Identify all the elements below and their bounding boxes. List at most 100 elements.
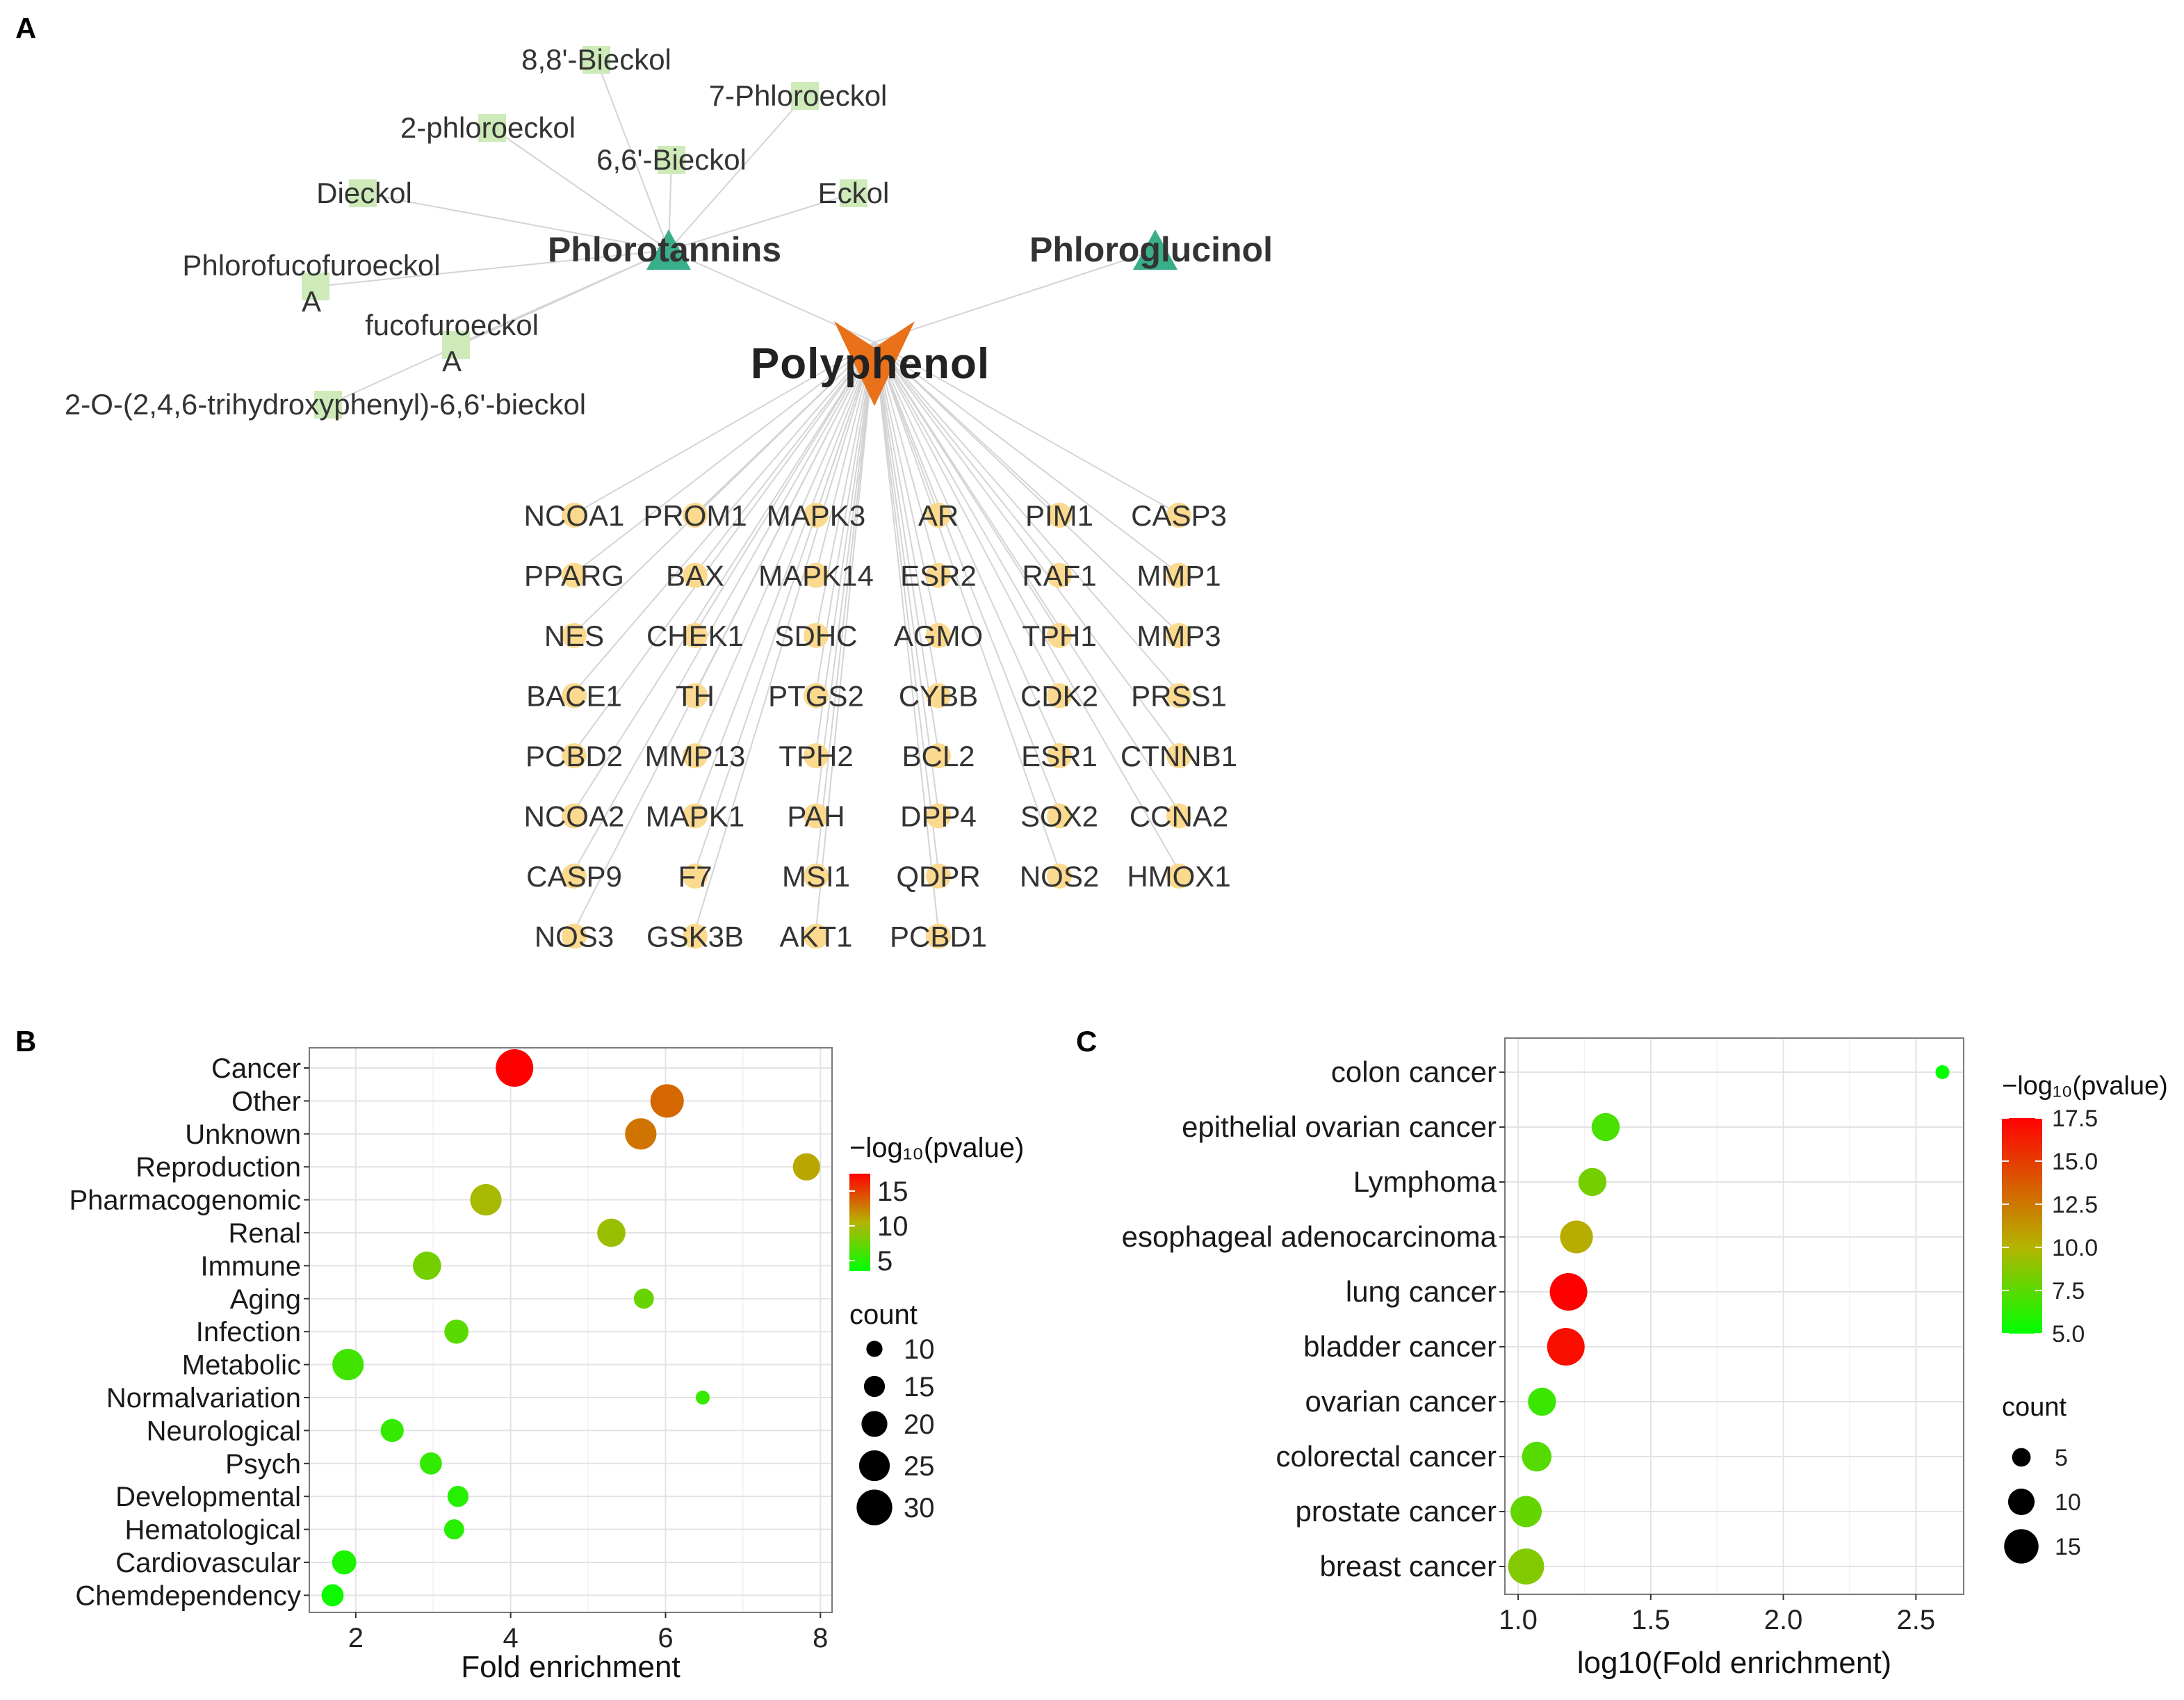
plot-c-colorbar-ticks: 17.5 15.0 12.5 10.0 7.5 5.0 <box>2002 1106 2098 1347</box>
data-point <box>597 1218 626 1247</box>
category-label: esophageal adenocarcinoma <box>1122 1220 1497 1253</box>
plot-b-colorbar-ticks: 15 10 5 <box>849 1176 908 1277</box>
edge-gene <box>874 341 1062 577</box>
edge-gene <box>874 341 1183 697</box>
gene-node <box>562 743 587 768</box>
gene-node <box>562 803 587 829</box>
gene-label: CTNNB1 <box>1120 740 1237 772</box>
edge-gene <box>692 341 875 577</box>
data-point <box>1578 1167 1607 1197</box>
gene-label: MAPK1 <box>646 800 744 833</box>
plot-b-size-legend-title: count <box>849 1300 918 1330</box>
data-point <box>321 1584 344 1607</box>
gene-label: TPH1 <box>1022 620 1096 652</box>
colorbar-tick-label: 5 <box>877 1246 893 1277</box>
compound-label: fucofuroeckol <box>365 309 539 341</box>
edge-group <box>874 250 1156 343</box>
data-point <box>695 1391 710 1404</box>
edge-gene <box>815 341 875 937</box>
data-point <box>1528 1387 1556 1416</box>
edge-gene <box>692 341 875 757</box>
edge-compound <box>668 193 854 251</box>
plot-b-x-ticks: 2 4 6 8 <box>348 1612 828 1653</box>
gene-label: CASP9 <box>526 860 622 893</box>
x-tick-label: 8 <box>813 1623 828 1653</box>
group-label: Phlorotannins <box>548 230 781 269</box>
size-legend-dot <box>2007 1488 2035 1516</box>
gene-node <box>1166 683 1191 709</box>
edge-compound <box>315 250 669 287</box>
data-point <box>332 1550 357 1575</box>
plot-c-background <box>1505 1038 1964 1594</box>
gene-label: MAPK3 <box>767 499 865 532</box>
edge-gene <box>874 341 1183 517</box>
gene-node <box>1047 683 1072 709</box>
x-tick-label: 1.5 <box>1631 1605 1670 1635</box>
gene-node <box>926 864 951 889</box>
gene-label: CDK2 <box>1020 680 1098 713</box>
gene-label: NCOA1 <box>524 499 625 532</box>
compound-label-suffix: A <box>442 345 462 378</box>
size-legend-dot <box>863 1375 886 1398</box>
edge-gene <box>874 341 1062 817</box>
gene-node <box>562 503 587 528</box>
plot-b-category-labels: CancerOtherUnknownReproductionPharmacoge… <box>70 1053 309 1611</box>
group-label: Phloroglucinol <box>1029 230 1273 269</box>
gene-node <box>1166 803 1191 829</box>
gene-node <box>683 623 708 648</box>
category-label: ovarian cancer <box>1305 1385 1497 1418</box>
edge-gene <box>570 341 875 877</box>
category-label: Neurological <box>147 1416 301 1446</box>
gene-label: MMP3 <box>1136 620 1221 652</box>
data-point <box>332 1349 364 1381</box>
category-label: Developmental <box>115 1482 301 1512</box>
category-label: Reproduction <box>136 1152 301 1183</box>
gene-label: SOX2 <box>1020 800 1098 833</box>
edge-gene <box>570 341 875 577</box>
plot-c-frame <box>1504 1037 1964 1595</box>
root-label: Polyphenol <box>751 340 990 388</box>
gene-label: ESR1 <box>1021 740 1098 772</box>
gene-node <box>683 803 708 829</box>
group-node <box>1133 229 1177 270</box>
gene-node <box>926 923 951 949</box>
gene-node <box>562 623 587 648</box>
compound-node <box>442 331 470 359</box>
gene-node <box>562 923 587 949</box>
edge-gene <box>815 341 875 637</box>
compound-label: 6,6'-Bieckol <box>596 143 747 176</box>
size-legend-dot <box>861 1411 888 1437</box>
gene-label: PAH <box>787 800 845 833</box>
gene-label: CCNA2 <box>1130 800 1228 833</box>
size-legend-label: 25 <box>904 1451 935 1482</box>
gene-label: F7 <box>678 860 712 893</box>
compound-label-suffix: A <box>302 285 321 318</box>
category-label: prostate cancer <box>1296 1495 1497 1528</box>
edge-gene <box>692 341 875 637</box>
gene-label: AGMO <box>894 620 983 652</box>
size-legend-dot <box>2004 1529 2039 1564</box>
plot-b-color-legend-title: −log₁₀(pvalue) <box>849 1133 1024 1163</box>
data-point <box>1547 1328 1585 1366</box>
data-point <box>443 1519 464 1540</box>
data-point <box>412 1252 441 1280</box>
gene-node <box>1047 864 1072 889</box>
category-label: Unknown <box>185 1119 301 1150</box>
gene-node <box>1047 743 1072 768</box>
compound-label: Eckol <box>818 177 890 209</box>
colorbar-tick-label: 7.5 <box>2052 1278 2085 1304</box>
gene-node <box>804 743 829 768</box>
category-label: Cancer <box>211 1053 301 1084</box>
category-label: Hematological <box>125 1515 301 1546</box>
size-legend-label: 10 <box>2055 1489 2081 1516</box>
category-label: Renal <box>228 1218 301 1249</box>
gene-label: HMOX1 <box>1127 860 1230 893</box>
gene-node <box>804 923 829 949</box>
size-legend-label: 30 <box>904 1493 935 1523</box>
x-tick-label: 2 <box>348 1623 364 1653</box>
plot-b-size-legend: 10 15 20 25 30 <box>856 1334 935 1525</box>
gene-node <box>926 803 951 829</box>
plot-c-x-axis-label: log10(Fold enrichment) <box>1577 1646 1891 1680</box>
edge-compound <box>491 127 669 251</box>
